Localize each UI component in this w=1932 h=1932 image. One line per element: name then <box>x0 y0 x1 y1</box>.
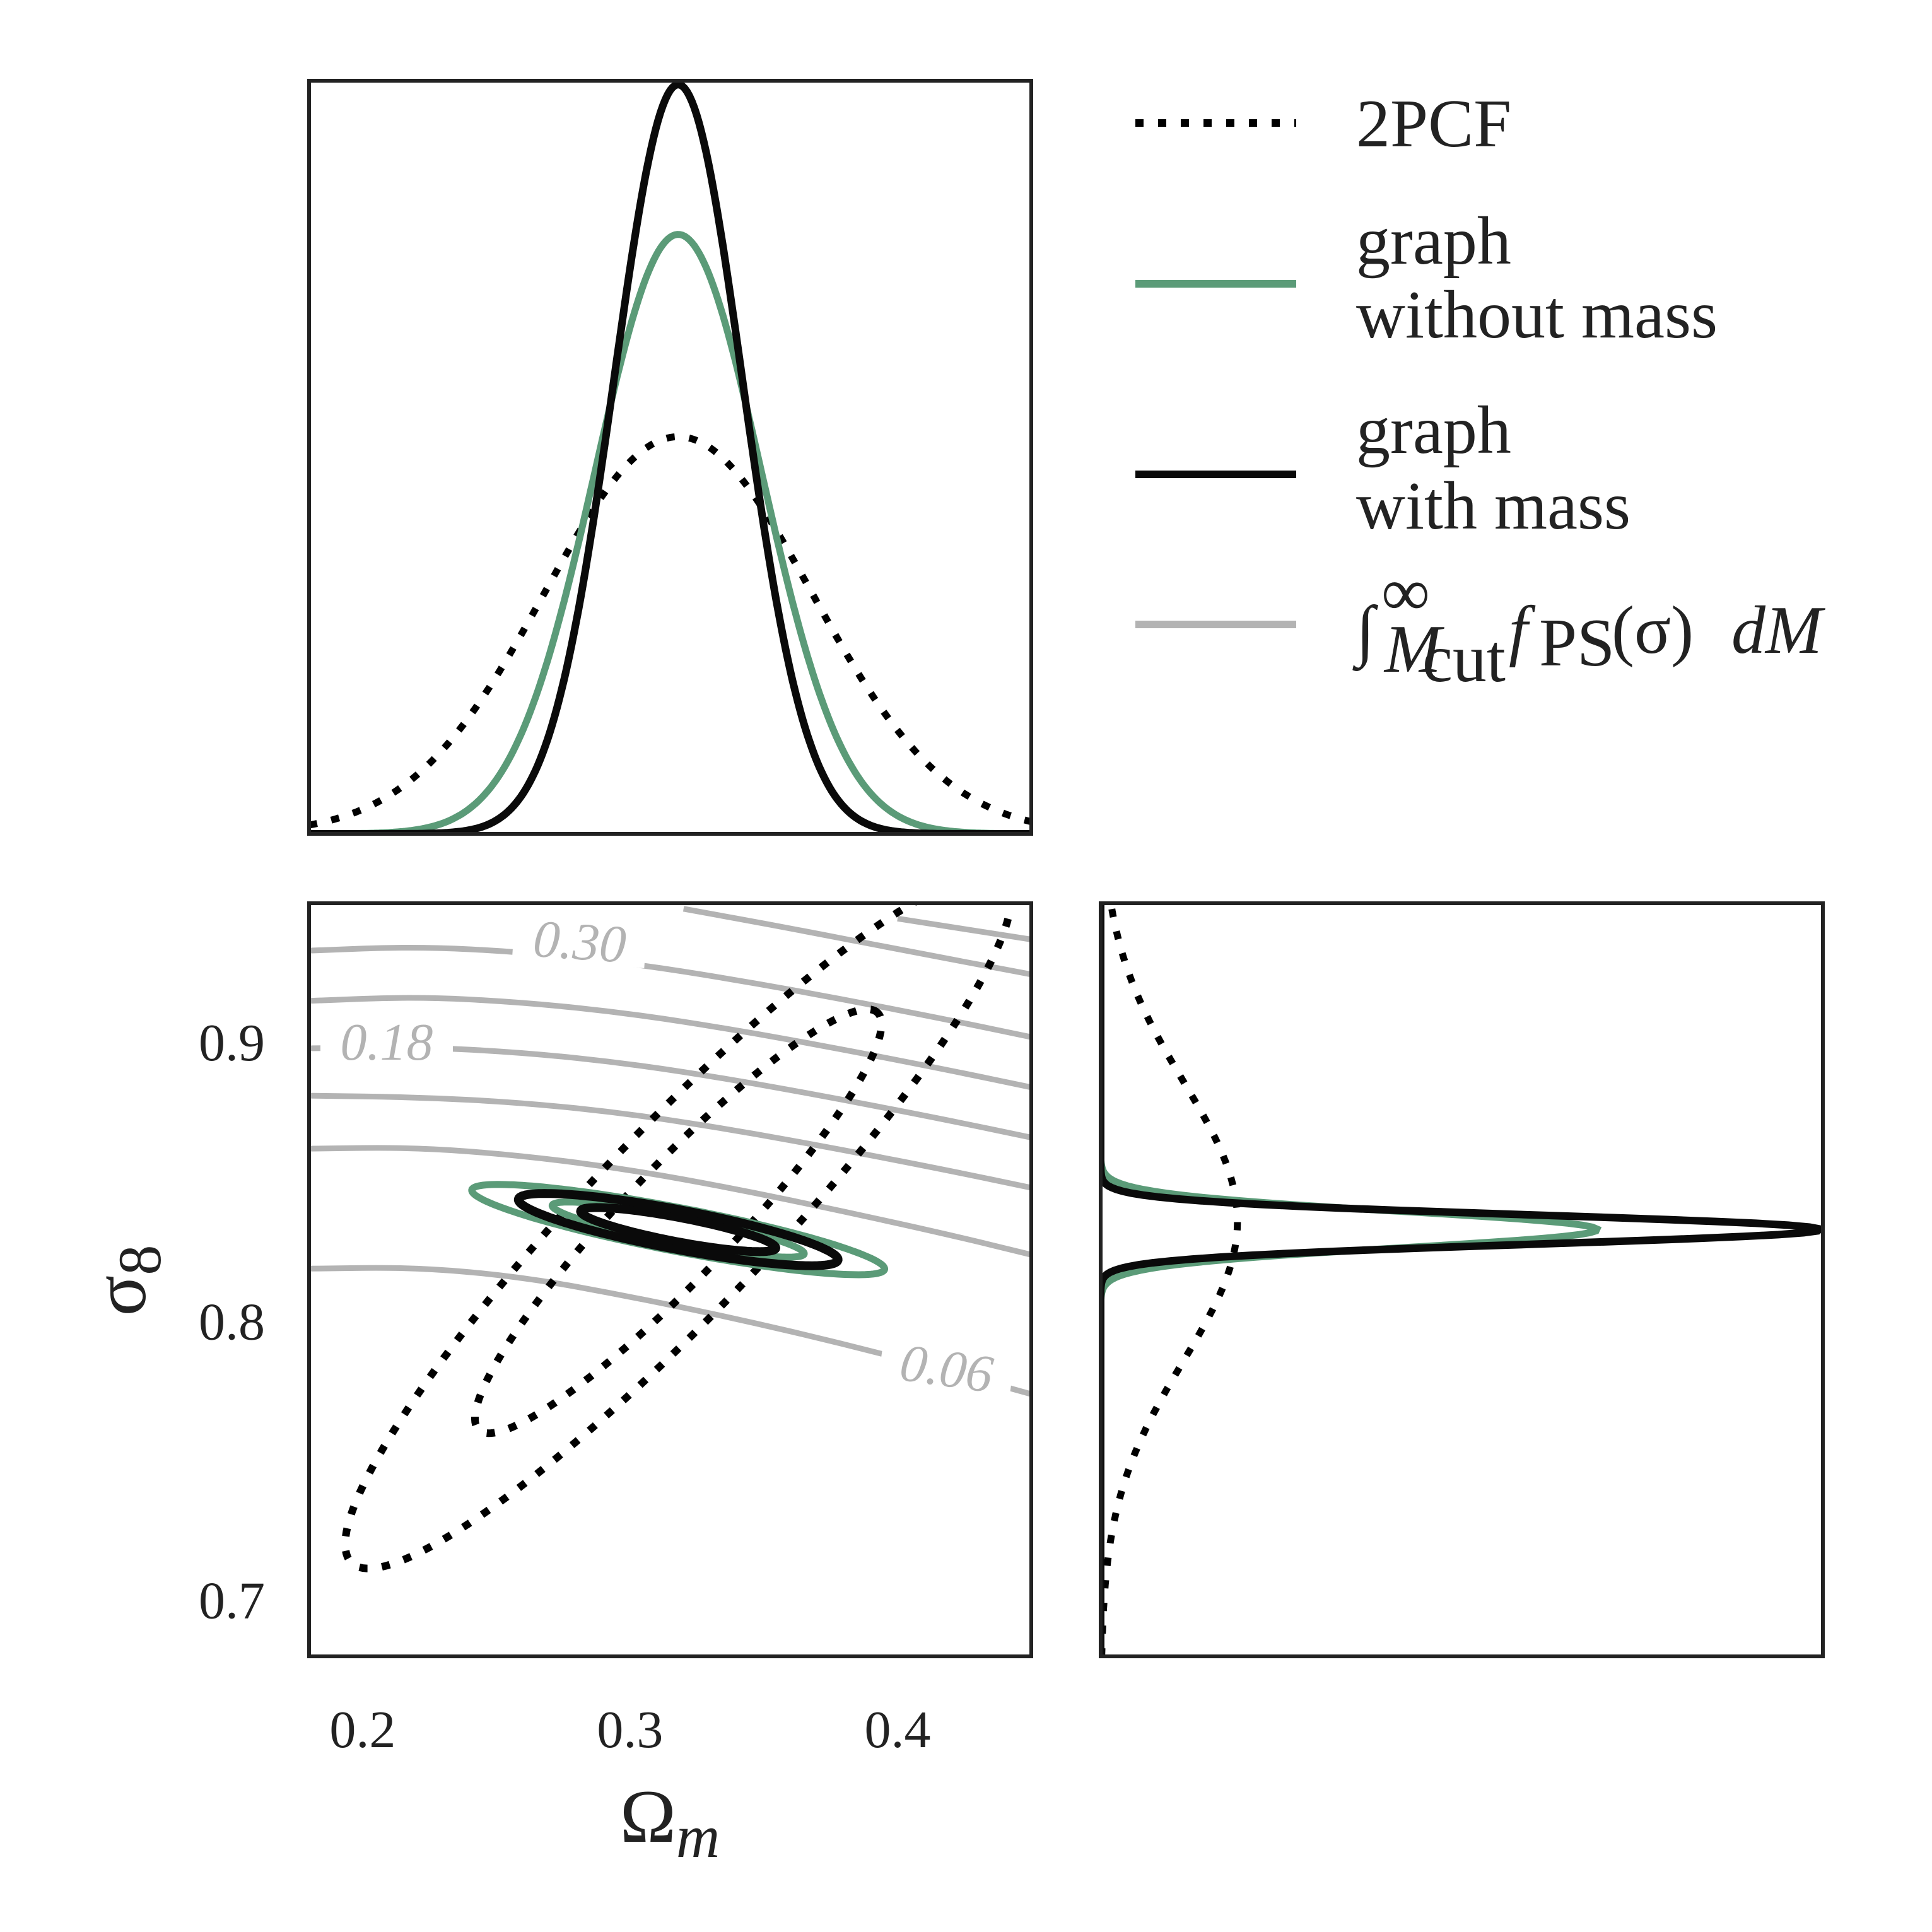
pcf-contour-1sigma <box>471 1005 886 1437</box>
posterior-contours <box>341 903 1015 1572</box>
pcf-contour-2sigma <box>341 903 1015 1572</box>
pcf-omega-m-marginal <box>309 433 1031 829</box>
svg-text:∞: ∞ <box>1381 555 1430 630</box>
graph-without-mass-sigma8-marginal <box>1101 903 1602 1656</box>
joint-posterior-frame <box>307 901 1033 1658</box>
ps-contour-line <box>309 944 1031 1040</box>
y-tick-labels: 0.7 0.8 0.9 <box>199 1014 265 1630</box>
y-tick-label: 0.8 <box>199 1292 265 1351</box>
ps-contour-label: 0.06 <box>877 1331 1016 1405</box>
x-tick-labels: 0.2 0.3 0.4 <box>329 1701 930 1759</box>
svg-text:PS: PS <box>1539 606 1615 681</box>
omega-m-marginal-frame <box>307 79 1033 836</box>
graph-with-mass-contour-1sigma <box>576 1203 780 1256</box>
omega-m-marginal-curves <box>309 81 1031 834</box>
x-tick-label: 0.3 <box>597 1701 663 1759</box>
pcf-sigma8-marginal <box>1101 903 1241 1656</box>
sigma8-marginal-panel <box>1099 901 1825 1658</box>
y-tick-label: 0.9 <box>199 1014 265 1072</box>
ps-contour-labels: 0.06 0.18 0.30 <box>320 908 1016 1405</box>
ps-contour-label-text: 0.30 <box>531 910 628 975</box>
ps-contour-label: 0.18 <box>320 1013 453 1072</box>
svg-text:cut: cut <box>1422 621 1506 696</box>
ps-contour-line <box>682 906 1031 978</box>
ps-contour-label: 0.30 <box>512 908 648 975</box>
legend-label-graph-with-mass-1: graph <box>1356 393 1511 468</box>
svg-text:M: M <box>1383 612 1444 687</box>
legend: 2PCF graph without mass graph with mass … <box>1135 86 1825 696</box>
x-tick-label: 0.2 <box>329 1701 395 1759</box>
legend-label-graph-without-mass-1: graph <box>1356 204 1511 279</box>
joint-posterior-panel: 0.06 0.18 0.30 0.2 0.3 0.4 0.7 0.8 0.9 Ωm σ8 <box>78 901 1033 1870</box>
sigma8-marginal-frame <box>1099 901 1825 1658</box>
graph-with-mass-contour-2sigma <box>513 1189 843 1270</box>
ps-contour-label-text: 0.18 <box>340 1013 433 1072</box>
y-tick-label: 0.7 <box>199 1572 265 1630</box>
svg-text:(σ): (σ) <box>1612 593 1694 668</box>
ps-contour-line <box>309 1092 1031 1191</box>
legend-label-graph-with-mass-2: with mass <box>1356 469 1630 544</box>
omega-m-marginal-panel <box>307 79 1033 836</box>
svg-text:f: f <box>1509 593 1536 668</box>
x-axis-label: Ωm <box>620 1774 720 1870</box>
graph-with-mass-omega-m-marginal <box>309 81 1031 834</box>
y-axis-label: σ8 <box>78 1245 173 1316</box>
ps-contour-label-text: 0.06 <box>896 1333 997 1405</box>
legend-label-graph-without-mass-2: without mass <box>1356 278 1718 353</box>
sigma8-marginal-curves <box>1101 903 1823 1656</box>
ps-contour-line <box>309 995 1031 1091</box>
svg-text:dM: dM <box>1731 593 1825 668</box>
graph-with-mass-sigma8-marginal <box>1101 903 1823 1656</box>
graph-without-mass-omega-m-marginal <box>309 231 1031 834</box>
legend-label-2pcf: 2PCF <box>1356 86 1511 161</box>
x-tick-label: 0.4 <box>864 1701 930 1759</box>
ps-contour-line <box>897 915 1031 942</box>
legend-label-ps-formula: ∫ ∞ M cut f PS (σ) dM <box>1352 555 1825 696</box>
ps-contour-line <box>309 1145 1031 1258</box>
svg-text:∫: ∫ <box>1352 593 1378 671</box>
